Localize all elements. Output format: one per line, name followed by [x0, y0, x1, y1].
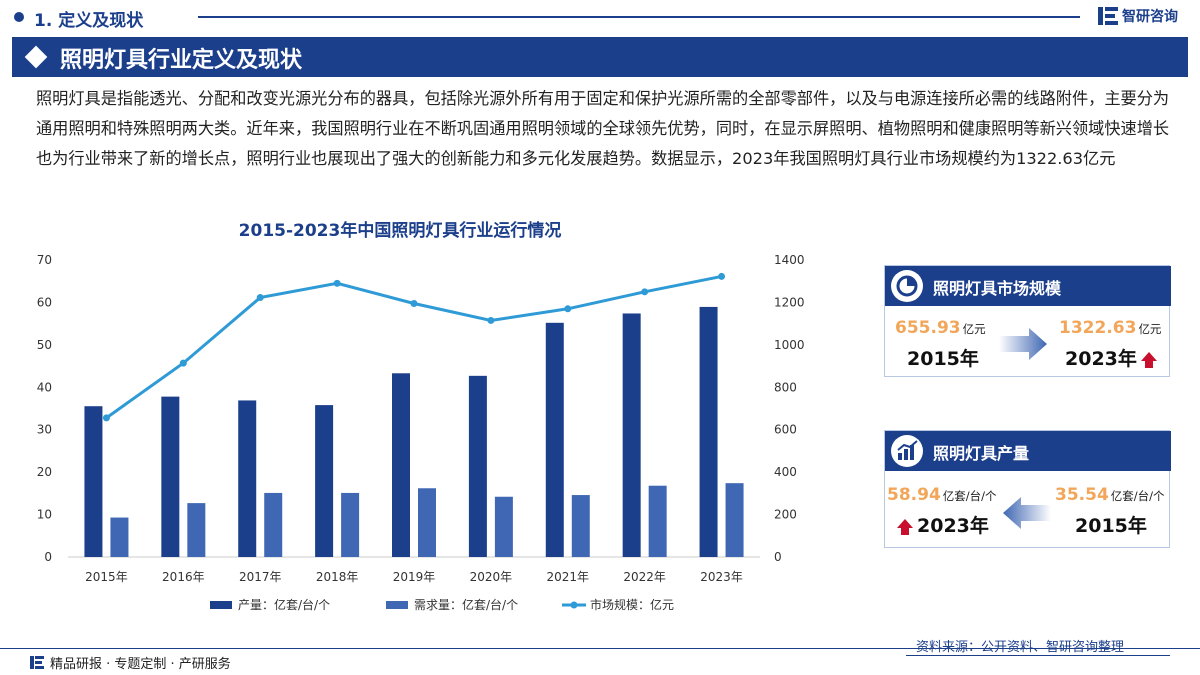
- bar-demand: [187, 503, 206, 557]
- x-tick-label: 2023年: [700, 570, 743, 584]
- title-banner: 照明灯具行业定义及现状: [12, 37, 1188, 77]
- bar-demand: [494, 496, 513, 557]
- bar-output: [545, 322, 564, 557]
- market-size-card: 照明灯具市场规模 655.93 亿元 2015年 1322.63 亿元 2023年: [884, 265, 1171, 377]
- bar-output: [622, 313, 641, 557]
- x-tick-label: 2017年: [239, 570, 282, 584]
- bar-demand: [648, 485, 667, 557]
- bar-demand: [725, 483, 744, 557]
- market-end-year: 2023年: [1065, 344, 1157, 371]
- combo-chart: 0 10 20 30 40 50 60 70 0 200 400 600 800 1000 1200 1400…: [37, 253, 805, 612]
- up-arrow-icon: [897, 518, 913, 535]
- top-bar: 1. 定义及现状 智研咨询: [0, 0, 1200, 34]
- chart-title: 2015-2023年中国照明灯具行业运行情况: [238, 221, 562, 241]
- bar-output: [315, 405, 334, 557]
- section-title: 1. 定义及现状: [34, 11, 144, 31]
- market-size-point: [179, 359, 187, 367]
- source-note: 资料来源：公开资料、智研咨询整理: [916, 640, 1125, 655]
- bar-demand: [264, 492, 283, 557]
- output-start-year: 2015年: [1075, 515, 1147, 537]
- card-title: 照明灯具市场规模: [933, 279, 1062, 298]
- x-tick-label: 2018年: [316, 570, 359, 584]
- card-title: 照明灯具产量: [933, 444, 1030, 463]
- y-left-tick-label: 0: [44, 550, 52, 564]
- bar-output: [392, 373, 410, 557]
- globe-chart-icon: [891, 270, 923, 302]
- card-header: 照明灯具产量: [885, 431, 1171, 471]
- bar-demand: [571, 495, 590, 557]
- bar-output: [468, 375, 487, 557]
- y-right-tick-label: 1400: [774, 253, 805, 267]
- output-latest-year: 2023年: [897, 511, 989, 538]
- y-right-tick-label: 200: [774, 508, 797, 522]
- footer-logo-icon: [30, 655, 44, 669]
- x-tick-label: 2016年: [162, 570, 205, 584]
- bar-output: [699, 306, 718, 557]
- section-bullet-icon: [14, 12, 24, 22]
- x-tick-label: 2022年: [623, 570, 666, 584]
- legend-label: 产量：亿套/台/个: [238, 597, 330, 612]
- market-size-point: [718, 272, 726, 280]
- card-header: 照明灯具市场规模: [885, 266, 1171, 306]
- arrow-right-icon: [999, 328, 1047, 360]
- diamond-icon: [24, 45, 48, 69]
- header-divider: [198, 16, 1080, 18]
- bar-output: [238, 400, 257, 557]
- y-right-tick-label: 800: [774, 380, 797, 394]
- bar-output: [161, 396, 180, 557]
- market-size-point: [487, 316, 495, 324]
- market-size-point: [641, 288, 649, 296]
- market-start-year: 2015年: [907, 348, 979, 370]
- source-divider: [906, 655, 1170, 656]
- y-left-tick-label: 40: [37, 380, 52, 394]
- legend-swatch-dot: [570, 601, 578, 609]
- output-latest-value: 58.94 亿套/台/个: [887, 485, 997, 505]
- page-title: 照明灯具行业定义及现状: [60, 48, 303, 73]
- legend-label: 需求量：亿套/台/个: [414, 597, 518, 612]
- y-right-tick-label: 1200: [774, 295, 805, 309]
- legend-label: 市场规模：亿元: [590, 597, 674, 612]
- bar-chart-icon: [891, 435, 923, 467]
- market-end-value: 1322.63 亿元: [1059, 318, 1162, 338]
- y-left-tick-label: 20: [37, 465, 52, 479]
- market-size-point: [564, 305, 572, 313]
- y-left-tick-label: 60: [37, 295, 52, 309]
- logo-text: 智研咨询: [1122, 9, 1178, 25]
- legend-swatch: [210, 601, 232, 609]
- bar-demand: [110, 517, 129, 557]
- x-tick-label: 2015年: [85, 570, 128, 584]
- x-tick-label: 2021年: [547, 570, 590, 584]
- market-size-point: [333, 279, 341, 287]
- up-arrow-icon: [1140, 351, 1157, 368]
- market-size-point: [102, 414, 110, 422]
- y-right-tick-label: 1000: [774, 338, 805, 352]
- output-start-value: 35.54 亿套/台/个: [1055, 485, 1165, 505]
- market-size-point: [256, 294, 264, 302]
- market-size-point: [410, 299, 418, 307]
- footer-tagline: 精品研报 · 专题定制 · 产研服务: [30, 653, 231, 672]
- bar-demand: [418, 488, 436, 557]
- y-left-tick-label: 30: [37, 423, 52, 437]
- y-left-tick-label: 50: [37, 338, 52, 352]
- x-tick-label: 2020年: [470, 570, 513, 584]
- arrow-left-icon: [1003, 497, 1051, 529]
- bar-output: [84, 406, 103, 557]
- output-card: 照明灯具产量 58.94 亿套/台/个 2023年 35.54 亿套/台/个 201…: [884, 430, 1171, 548]
- y-right-tick-label: 0: [774, 550, 782, 564]
- logo-icon: [1098, 7, 1118, 25]
- brand-logo: 智研咨询: [1098, 6, 1178, 26]
- x-tick-label: 2019年: [393, 570, 436, 584]
- legend-swatch: [386, 601, 408, 609]
- market-start-value: 655.93 亿元: [895, 318, 986, 338]
- y-right-tick-label: 600: [774, 423, 797, 437]
- y-right-tick-label: 400: [774, 465, 797, 479]
- y-left-tick-label: 70: [37, 253, 52, 267]
- bar-demand: [341, 492, 360, 557]
- description-text: 照明灯具是指能透光、分配和改变光源光分布的器具，包括除光源外所有用于固定和保护光…: [36, 89, 1170, 168]
- footer-divider: [0, 648, 1200, 649]
- y-left-tick-label: 10: [37, 508, 52, 522]
